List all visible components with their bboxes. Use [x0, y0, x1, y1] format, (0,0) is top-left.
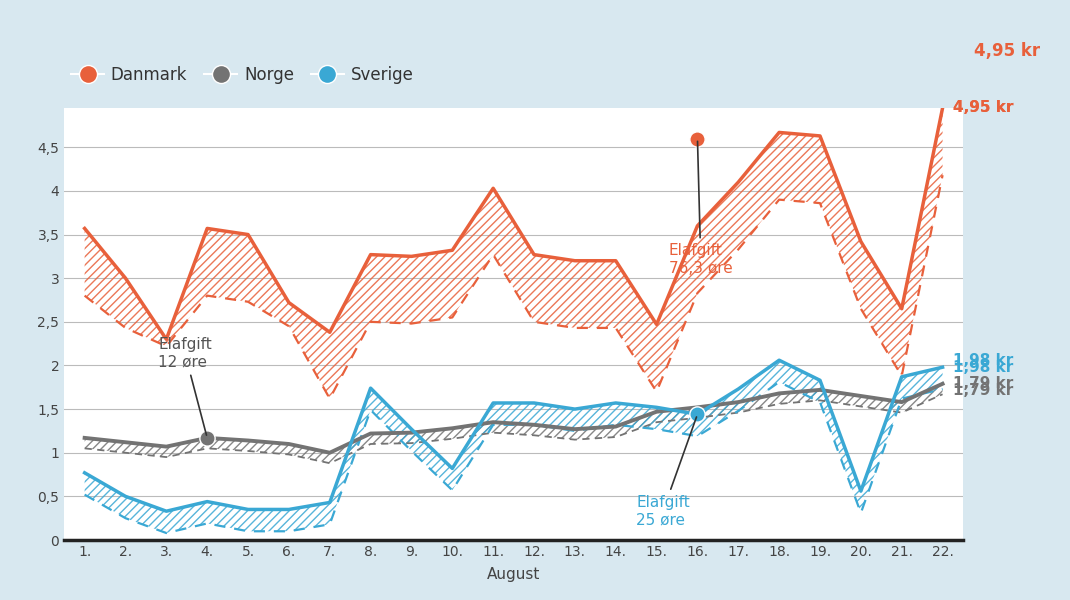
Text: 1,79 kr: 1,79 kr: [952, 376, 1013, 391]
Text: Elafgift
12 øre: Elafgift 12 øre: [158, 337, 212, 435]
Legend: Danmark, Norge, Sverige: Danmark, Norge, Sverige: [64, 59, 421, 91]
Text: 4,95 kr: 4,95 kr: [952, 100, 1013, 115]
Text: Elafgift
76,3 øre: Elafgift 76,3 øre: [669, 142, 733, 275]
Text: 4,95 kr: 4,95 kr: [952, 100, 1013, 115]
Text: Elafgift
25 øre: Elafgift 25 øre: [637, 417, 697, 527]
Text: 1,98 kr: 1,98 kr: [952, 353, 1013, 368]
Text: 1,79 kr: 1,79 kr: [952, 383, 1013, 398]
Text: 1,98 kr: 1,98 kr: [952, 359, 1013, 374]
X-axis label: August: August: [487, 567, 540, 582]
Text: 4,95 kr: 4,95 kr: [974, 42, 1040, 60]
